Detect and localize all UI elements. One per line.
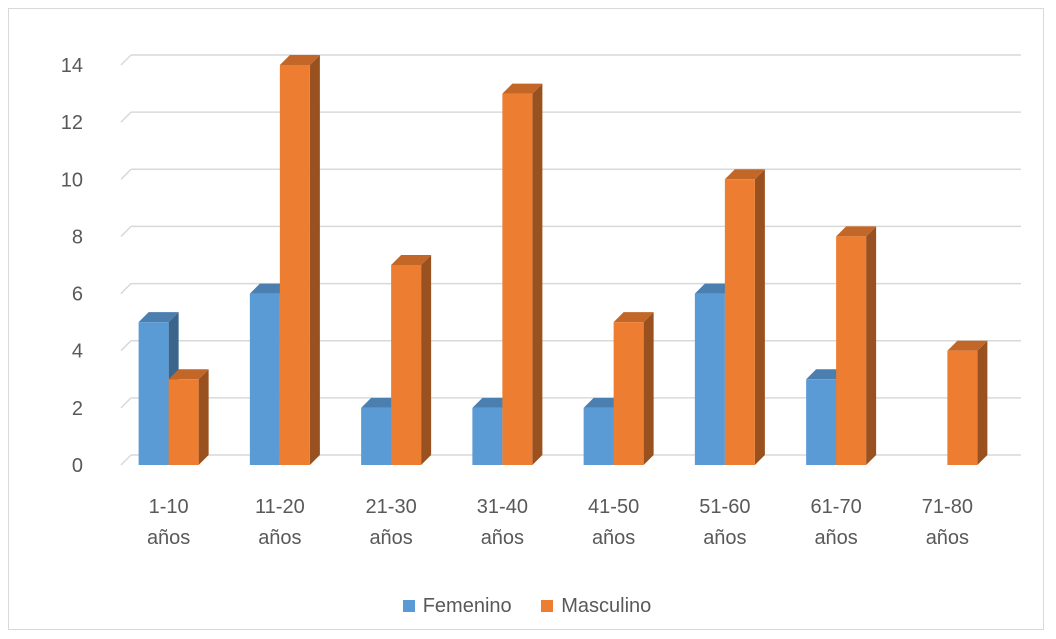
x-tick-label-0-line-1: años <box>147 527 190 549</box>
x-tick-label-4-line-0: 41-50 <box>588 496 639 518</box>
bar-masculino-4 <box>613 322 644 465</box>
legend-item-masculino: Masculino <box>541 594 651 618</box>
bar-side-masculino-6 <box>866 226 877 465</box>
bar-side-masculino-2 <box>421 255 432 465</box>
legend-swatch-femenino <box>402 600 415 612</box>
bar-top-masculino-6 <box>836 226 877 237</box>
x-tick-label-7-line-1: años <box>926 527 969 549</box>
x-tick-label-2-line-0: 21-30 <box>366 496 417 518</box>
bar-masculino-3 <box>502 93 533 466</box>
bar-femenino-1 <box>249 293 280 465</box>
x-tick-label-5-line-0: 51-60 <box>699 496 750 518</box>
legend-swatch-masculino <box>541 600 554 612</box>
x-tick-label-5-line-1: años <box>703 527 746 549</box>
gridline-slant-8 <box>120 225 132 237</box>
gridline-slant-14 <box>120 54 132 66</box>
bar-masculino-1 <box>279 65 310 465</box>
bar-side-masculino-4 <box>643 312 654 465</box>
x-tick-label-6-line-1: años <box>814 527 857 549</box>
y-tick-label-14: 14 <box>61 55 83 77</box>
y-tick-label-10: 10 <box>61 169 83 191</box>
bar-top-masculino-1 <box>279 55 320 65</box>
y-tick-label-6: 6 <box>72 284 83 306</box>
bar-femenino-3 <box>472 407 503 465</box>
legend-label-femenino: Femenino <box>422 595 512 617</box>
bar-top-masculino-5 <box>724 169 765 180</box>
x-tick-label-0-line-0: 1-10 <box>149 496 189 518</box>
x-tick-label-4-line-1: años <box>592 527 635 549</box>
bar-top-masculino-3 <box>502 83 543 94</box>
bar-top-masculino-2 <box>391 255 432 265</box>
legend-item-femenino: Femenino <box>402 594 512 618</box>
x-tick-label-1-line-1: años <box>258 527 301 549</box>
bar-side-masculino-5 <box>754 169 765 466</box>
y-tick-label-12: 12 <box>61 112 83 134</box>
bar-femenino-4 <box>583 407 614 465</box>
bar-femenino-6 <box>806 379 837 465</box>
bar-side-masculino-1 <box>309 55 320 465</box>
legend: Femenino Masculino <box>9 594 1045 618</box>
bar-top-masculino-4 <box>613 312 654 323</box>
gridline-slant-12 <box>120 111 132 123</box>
bar-femenino-0 <box>138 322 169 465</box>
bar-top-masculino-7 <box>947 340 988 351</box>
bar-masculino-7 <box>947 350 978 465</box>
bar-masculino-5 <box>724 179 755 466</box>
bar-chart: 0 2 4 6 8 10 12 14 1-10 años 11-20 años 21-30 años 31-… <box>61 54 1021 549</box>
bar-masculino-2 <box>391 265 422 465</box>
gridline-slant-0 <box>120 454 132 466</box>
bar-femenino-2 <box>361 407 392 465</box>
bar-top-femenino-0 <box>138 312 179 323</box>
gridline-slant-10 <box>120 168 132 180</box>
legend-label-masculino: Masculino <box>561 595 652 617</box>
gridline-slant-4 <box>120 340 132 352</box>
x-tick-label-3-line-1: años <box>481 527 524 549</box>
x-tick-label-2-line-1: años <box>369 527 412 549</box>
y-tick-label-4: 4 <box>72 341 83 363</box>
gridline-slant-2 <box>120 397 132 409</box>
x-tick-label-6-line-0: 61-70 <box>811 496 862 518</box>
y-tick-label-8: 8 <box>72 226 83 248</box>
bar-side-masculino-0 <box>198 369 209 465</box>
x-tick-label-1-line-0: 11-20 <box>255 496 305 518</box>
bar-masculino-0 <box>168 379 199 465</box>
x-tick-label-3-line-0: 31-40 <box>477 496 528 518</box>
bar-masculino-6 <box>836 236 867 465</box>
y-tick-label-2: 2 <box>72 398 83 420</box>
bar-side-masculino-7 <box>977 340 988 465</box>
x-tick-label-7-line-0: 71-80 <box>922 496 973 518</box>
chart-area: 0 2 4 6 8 10 12 14 1-10 años 11-20 años 21-30 años 31-… <box>8 8 1044 630</box>
bar-top-masculino-0 <box>168 369 209 380</box>
bar-side-masculino-3 <box>532 83 543 466</box>
y-tick-label-0: 0 <box>72 455 83 477</box>
bar-femenino-5 <box>694 293 725 465</box>
gridline-slant-6 <box>120 283 132 295</box>
